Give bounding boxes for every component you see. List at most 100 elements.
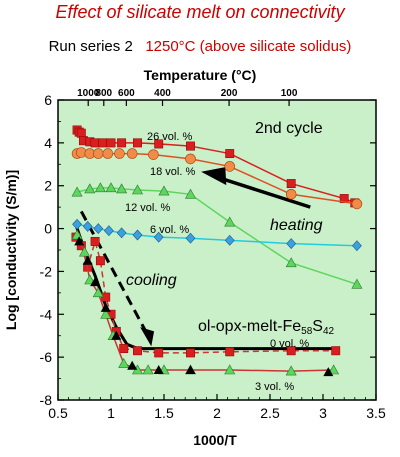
label-0: 0 vol. % [270, 338, 309, 350]
series-0-point [186, 141, 195, 151]
series-2-point [71, 186, 83, 197]
label-18: 18 vol. % [150, 166, 195, 178]
x-tick-label: 2 [213, 405, 221, 421]
top-tick-label: 1000 [77, 88, 100, 99]
series-0-point [133, 138, 142, 148]
series-0-point [117, 138, 127, 148]
black-triangle-point [185, 365, 196, 374]
black-triangle-point [323, 367, 334, 377]
series-4-point [186, 348, 195, 358]
series-1-point [285, 188, 297, 200]
series-5-point [92, 287, 104, 298]
series-2-point [84, 183, 96, 194]
series-2-point [184, 188, 197, 199]
series-4-point [119, 344, 129, 354]
series-3-point [286, 238, 297, 250]
label-6: 6 vol. % [150, 224, 189, 236]
annotation-cooling: cooling [126, 272, 177, 289]
series-1-point [114, 148, 125, 159]
series-5-point [78, 246, 91, 257]
x-tick-label: 3.5 [366, 405, 386, 421]
series-5-point [224, 364, 236, 375]
series-0-point [154, 139, 164, 149]
series-3-point [352, 240, 362, 252]
subtitle-run: Run series 2 [48, 38, 133, 55]
series-4-point [90, 236, 100, 246]
top-tick-label: 800 [95, 88, 112, 99]
black-triangle-point [100, 302, 111, 312]
series-5-point [142, 364, 154, 375]
series-2-point [158, 185, 170, 196]
annotation-heating: heating [270, 217, 323, 234]
y-tick-label: 4 [44, 135, 52, 151]
series-0-point [76, 128, 86, 138]
series-2-point [105, 182, 117, 193]
series-3-point [224, 234, 235, 246]
series-4-point [225, 347, 235, 357]
series-0-point [98, 138, 107, 148]
series-5-point [285, 365, 297, 376]
label-26: 26 vol. % [147, 131, 192, 143]
series-1-point [224, 161, 236, 172]
y-tick-label: -8 [40, 392, 53, 408]
cooling-arrowhead [140, 327, 155, 347]
chart-title: Effect of silicate melt on connectivity [55, 2, 345, 22]
series-4-point [95, 256, 105, 266]
series-1-point [126, 148, 138, 159]
annotation-cycle: 2nd cycle [255, 120, 323, 137]
series-4-point [286, 346, 296, 356]
series-2-point [116, 183, 128, 194]
series-5-point [71, 229, 83, 240]
series-4-point [133, 346, 142, 356]
series-2-point [351, 278, 363, 289]
black-triangle-point [127, 360, 138, 370]
black-triangle-point [74, 236, 85, 246]
y-tick-label: -4 [40, 306, 53, 322]
series-4-point [331, 346, 341, 356]
series-3-point [153, 231, 164, 243]
series-3-point [116, 227, 127, 239]
series-3-point [132, 229, 143, 241]
series-5-point [328, 364, 340, 375]
series-3-point [93, 223, 104, 235]
heating-arrowhead [201, 167, 227, 186]
series-2-point [285, 257, 297, 268]
y-tick-label: -2 [40, 263, 53, 279]
series-2-point [94, 182, 106, 193]
top-axis-label: Temperature (°C) [144, 67, 257, 83]
label-3: 3 vol. % [255, 381, 294, 393]
y-axis-label: Log [conductivity (S/m)] [3, 170, 19, 330]
top-tick-label: 600 [118, 88, 135, 99]
subtitle-temperature: 1250°C (above silicate solidus) [145, 38, 352, 55]
chart-marks [71, 125, 363, 377]
x-axis-label: 1000/T [193, 432, 237, 448]
black-triangle-point [111, 330, 122, 340]
series-5-point [100, 308, 112, 319]
cooling-arrow [79, 210, 150, 337]
label-12: 12 vol. % [125, 202, 170, 214]
top-tick-label: 100 [281, 88, 298, 99]
series-4-point [154, 348, 164, 358]
series-0-point [225, 149, 235, 159]
series-3-point [82, 220, 93, 232]
x-tick-label: 3 [319, 405, 327, 421]
y-tick-label: 6 [44, 92, 52, 108]
series-1-point [92, 148, 104, 159]
series-3-point [103, 225, 114, 237]
series-1-point [102, 148, 114, 159]
series-1-point [351, 198, 363, 210]
system-label: ol-opx-melt-Fe58S42 [198, 318, 334, 337]
series-1-point [185, 153, 196, 165]
series-2-point [131, 184, 144, 195]
x-tick-label: 1 [107, 405, 115, 421]
series-0-point [106, 138, 116, 148]
heating-arrow [216, 175, 311, 209]
top-tick-label: 200 [221, 88, 238, 99]
chart-subtitle: Run series 2 1250°C (above silicate soli… [0, 38, 400, 55]
series-3-point [185, 232, 196, 244]
series-5-point [118, 357, 130, 368]
y-tick-label: -6 [40, 349, 53, 365]
series-5-point [84, 274, 96, 285]
